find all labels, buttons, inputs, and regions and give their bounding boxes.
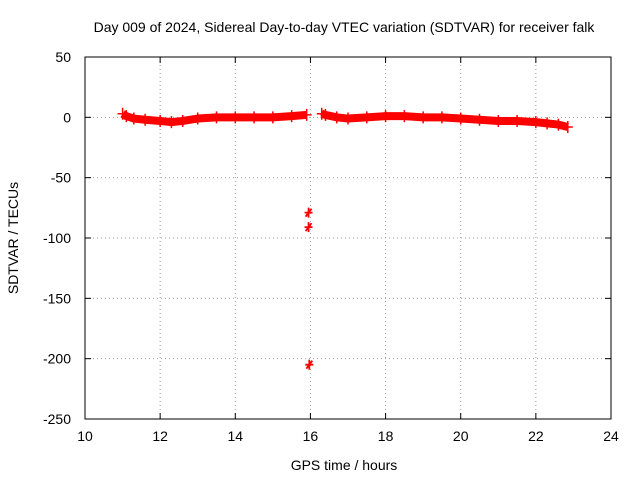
data-point (418, 111, 429, 124)
data-point (177, 114, 188, 127)
outlier-point (305, 359, 314, 370)
data-point (166, 116, 177, 129)
data-point (249, 111, 260, 124)
axes: 10 12 14 16 18 20 22 24 -250 -200 -150 -100 -50 0 50 (43, 49, 619, 444)
data-point (455, 112, 466, 125)
data-series (117, 107, 573, 370)
grid (85, 57, 611, 419)
y-tick-label: 0 (63, 109, 71, 125)
chart-title: Day 009 of 2024, Sidereal Day-to-day VTE… (94, 19, 596, 35)
data-point (140, 113, 151, 126)
data-point (267, 111, 278, 124)
data-point (380, 110, 391, 123)
y-tick-label: -150 (43, 290, 71, 306)
x-tick-label: 16 (303, 428, 319, 444)
y-tick-label: -250 (43, 411, 71, 427)
data-point (553, 118, 564, 131)
plot-frame (84, 56, 612, 420)
data-point (301, 108, 312, 121)
x-tick-label: 14 (227, 428, 243, 444)
data-point (436, 111, 447, 124)
data-point (343, 112, 353, 125)
data-point (230, 111, 241, 124)
data-point (493, 114, 504, 127)
x-axis-label: GPS time / hours (291, 457, 398, 473)
data-point (192, 112, 203, 125)
data-point (320, 108, 331, 121)
data-point (542, 117, 553, 130)
data-point (562, 120, 573, 133)
data-point (331, 111, 342, 124)
y-tick-label: 50 (55, 49, 71, 65)
x-tick-label: 22 (528, 428, 544, 444)
data-point (121, 110, 132, 123)
data-point (155, 114, 166, 127)
x-tick-label: 18 (378, 428, 394, 444)
x-tick-label: 12 (152, 428, 168, 444)
x-tick-label: 10 (77, 428, 93, 444)
data-band (320, 109, 569, 131)
data-point (530, 116, 541, 129)
data-point (286, 110, 297, 123)
y-tick-label: -50 (51, 170, 71, 186)
data-point (211, 111, 222, 124)
x-tick-label: 24 (603, 428, 619, 444)
y-axis-label: SDTVAR / TECUs (5, 182, 21, 294)
data-point (128, 112, 139, 125)
y-tick-label: -200 (43, 351, 71, 367)
y-tick-label: -100 (43, 230, 71, 246)
outlier-point (304, 222, 313, 233)
x-tick-label: 20 (453, 428, 469, 444)
outlier-point (304, 207, 313, 218)
data-point (399, 110, 410, 123)
data-point (474, 113, 485, 126)
data-point (361, 111, 372, 124)
data-point (512, 114, 523, 127)
